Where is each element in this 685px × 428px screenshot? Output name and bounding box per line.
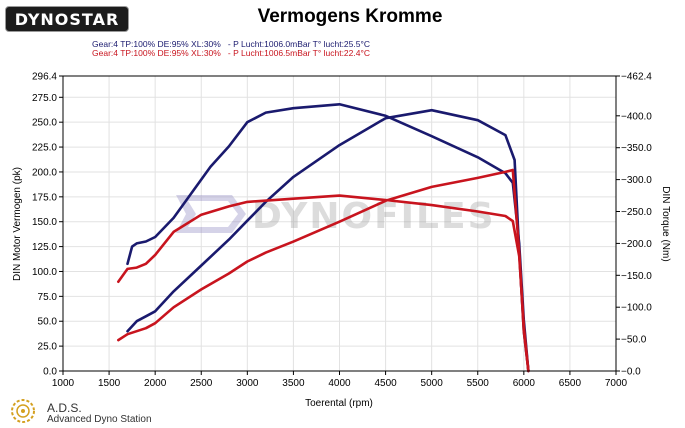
x-tick-label: 6000 <box>513 378 536 389</box>
red-torque-line <box>117 194 530 373</box>
company-full-name: Advanced Dyno Station <box>47 414 152 425</box>
y-right-tick-label: −462.4 <box>621 72 652 83</box>
y-left-tick-label: 0.0 <box>43 367 57 378</box>
y-right-tick-label: −150.0 <box>621 271 652 282</box>
y-left-tick-label: 296.4 <box>32 72 57 83</box>
y-right-tick-label: −200.0 <box>621 239 652 250</box>
y-axis-right-label: DIN Torque (Nm) <box>660 186 671 261</box>
x-tick-label: 4000 <box>328 378 351 389</box>
y-left-tick-label: 125.0 <box>32 242 57 253</box>
y-left-tick-label: 175.0 <box>32 192 57 203</box>
red-power-line <box>117 168 530 373</box>
y-left-tick-label: 275.0 <box>32 93 57 104</box>
x-tick-label: 2000 <box>144 378 167 389</box>
blue-power-line <box>126 108 530 373</box>
series-lines <box>117 103 530 373</box>
y-left-tick-label: 250.0 <box>32 118 57 129</box>
x-tick-label: 7000 <box>605 378 628 389</box>
y-left-tick-label: 50.0 <box>38 317 58 328</box>
y-right-tick-label: −400.0 <box>621 111 652 122</box>
legend-run-red: Gear:4 TP:100% DE:95% XL:30% - P Lucht:1… <box>92 48 371 58</box>
y-left-tick-label: 100.0 <box>32 267 57 278</box>
blue-torque-line <box>126 103 530 373</box>
x-tick-label: 6500 <box>559 378 582 389</box>
y-left-tick-label: 225.0 <box>32 143 57 154</box>
x-tick-label: 1500 <box>98 378 121 389</box>
y-left-tick-label: 25.0 <box>38 342 58 353</box>
y-right-tick-label: −250.0 <box>621 207 652 218</box>
x-tick-label: 4500 <box>374 378 397 389</box>
ads-logo-icon <box>11 399 35 423</box>
dynostar-logo: DYNOSTAR <box>5 6 129 32</box>
x-tick-label: 5500 <box>467 378 490 389</box>
y-left-tick-label: 75.0 <box>38 292 58 303</box>
watermark-group: DYNOFILES <box>176 195 496 237</box>
y-axis-left-label: DIN Motor Vermogen (pk) <box>12 167 23 281</box>
y-right-tick-label: −350.0 <box>621 143 652 154</box>
y-left-tick-label: 200.0 <box>32 167 57 178</box>
x-tick-label: 3000 <box>236 378 259 389</box>
x-tick-label: 2500 <box>190 378 213 389</box>
axes: 1000 1500 2000 2500 3000 3500 4000 4500 5000 5500… <box>32 72 652 390</box>
y-left-tick-label: 150.0 <box>32 217 57 228</box>
x-tick-label: 1000 <box>52 378 75 389</box>
legend-run-blue: Gear:4 TP:100% DE:95% XL:30% - P Lucht:1… <box>92 39 371 49</box>
chart-title: Vermogens Kromme <box>257 6 443 27</box>
dynostar-logo-text: DYNOSTAR <box>14 10 120 29</box>
y-right-tick-label: −100.0 <box>621 303 652 314</box>
company-short-name: A.D.S. <box>47 401 82 415</box>
y-right-tick-label: −0.0 <box>621 367 641 378</box>
x-tick-label: 5000 <box>421 378 444 389</box>
x-tick-label: 3500 <box>282 378 305 389</box>
watermark-text: DYNOFILES <box>252 196 496 237</box>
y-right-tick-label: −50.0 <box>621 335 647 346</box>
x-axis-label: Toerental (rpm) <box>305 398 373 409</box>
y-right-tick-label: −300.0 <box>621 175 652 186</box>
